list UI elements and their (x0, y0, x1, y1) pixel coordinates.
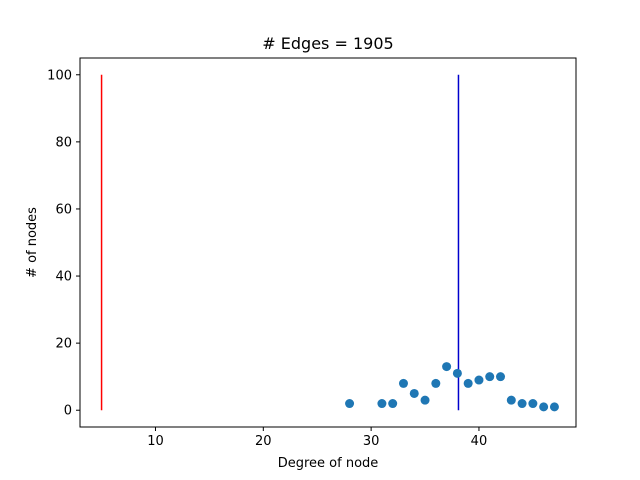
data-point (420, 395, 430, 405)
data-point (377, 399, 387, 409)
data-point (549, 402, 559, 412)
x-tick-label: 10 (147, 434, 164, 449)
data-point (388, 399, 398, 409)
data-point (496, 372, 506, 382)
data-point (528, 399, 538, 409)
data-point (409, 388, 419, 398)
data-point (517, 399, 527, 409)
y-tick-label: 0 (64, 404, 72, 419)
y-tick-label: 40 (55, 270, 72, 285)
x-axis-label: Degree of node (278, 456, 379, 471)
y-tick-label: 80 (55, 135, 72, 150)
y-axis-label: # of nodes (25, 207, 40, 278)
plot-area (100, 74, 559, 412)
chart-title: # Edges = 1905 (262, 34, 393, 53)
data-point (474, 375, 484, 385)
data-point (442, 362, 452, 372)
data-point (506, 395, 516, 405)
data-point (431, 378, 441, 388)
x-tick-label: 30 (363, 434, 380, 449)
y-tick-label: 20 (55, 337, 72, 352)
data-point (463, 378, 473, 388)
y-axis: 0 20 40 60 80 100 (47, 68, 80, 419)
y-tick-label: 100 (47, 68, 72, 83)
data-point (539, 402, 549, 412)
data-point (345, 399, 355, 409)
data-point (452, 368, 462, 378)
x-tick-label: 40 (471, 434, 488, 449)
data-point (485, 372, 495, 382)
x-axis: 10 20 30 40 (147, 427, 487, 449)
x-tick-label: 20 (255, 434, 272, 449)
axes-frame (79, 57, 577, 428)
y-tick-label: 60 (55, 202, 72, 217)
data-point (398, 378, 408, 388)
